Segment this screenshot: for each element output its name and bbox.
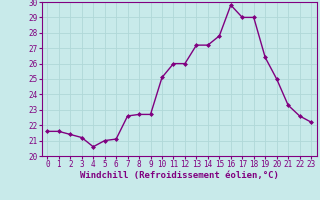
X-axis label: Windchill (Refroidissement éolien,°C): Windchill (Refroidissement éolien,°C) bbox=[80, 171, 279, 180]
